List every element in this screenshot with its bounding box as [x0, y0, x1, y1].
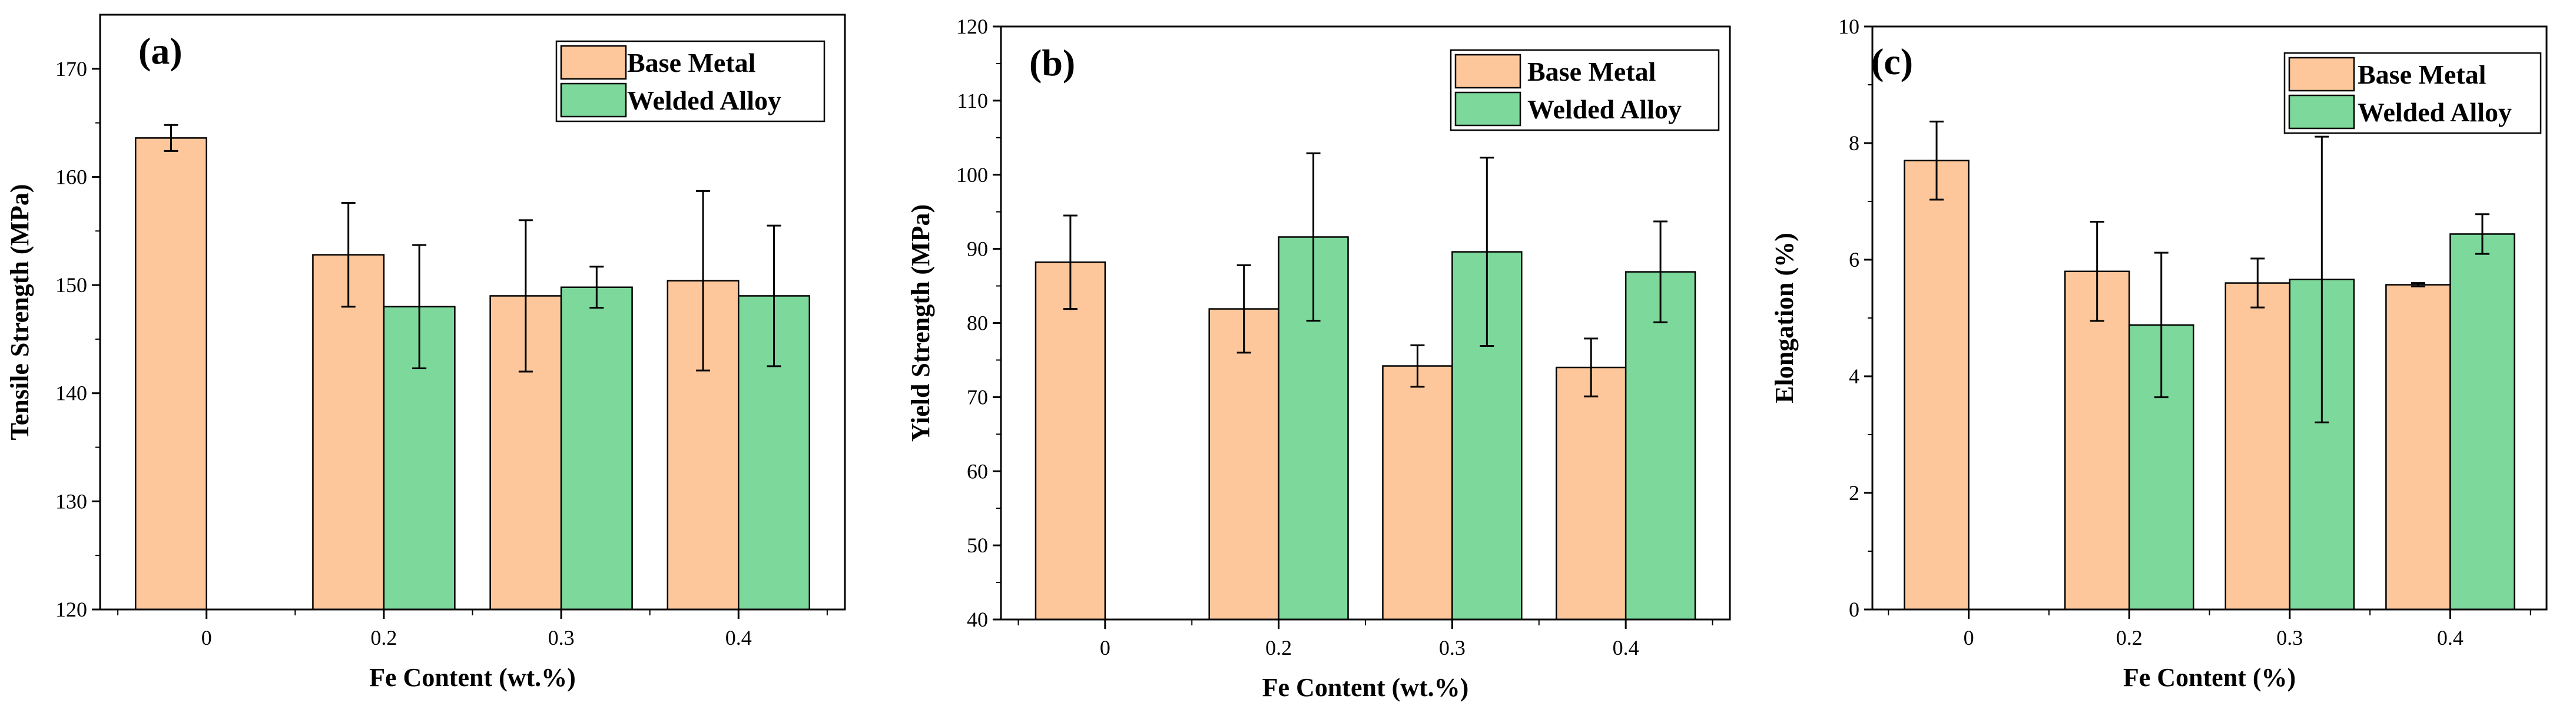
x-tick-label: 0.3	[548, 626, 575, 650]
y-tick-label: 110	[957, 89, 988, 112]
error-bar-welded-alloy-0.4	[767, 224, 781, 367]
bar-base-metal-0.2	[1208, 308, 1279, 621]
panel-label: (c)	[1871, 41, 1913, 82]
error-bar-welded-alloy-0.3	[1480, 157, 1494, 347]
x-tick-label: 0.4	[725, 626, 752, 650]
legend-label-base-metal: Base Metal	[627, 48, 755, 78]
error-bar-welded-alloy-0.4	[1653, 220, 1668, 323]
bar-base-metal-0.4	[1555, 366, 1627, 621]
bar-welded-alloy-0.4	[2449, 233, 2515, 611]
y-tick-label: 120	[956, 15, 988, 38]
x-tick-label: 0.4	[1613, 636, 1639, 660]
panel-label: (b)	[1029, 42, 1075, 84]
panel-label: (a)	[138, 30, 183, 72]
error-bar-welded-alloy-0.2	[1306, 152, 1321, 322]
x-tick-label: 0	[1964, 626, 1974, 650]
legend-swatch-welded-alloy	[2288, 94, 2355, 130]
error-bar-base-metal-0	[1929, 120, 1944, 201]
y-tick-label: 130	[55, 489, 87, 513]
error-bar-welded-alloy-0.2	[412, 244, 427, 369]
bar-base-metal-0.2	[312, 254, 385, 611]
legend: Base Metal Welded Alloy	[1450, 49, 1720, 131]
x-tick-label: 0.2	[2116, 626, 2143, 650]
x-tick-label: 0.3	[2276, 626, 2303, 650]
legend-swatch-base-metal	[2288, 57, 2355, 92]
x-tick-label: 0.2	[370, 626, 397, 650]
error-bar-base-metal-0.4	[2411, 282, 2425, 288]
y-tick-label: 150	[55, 273, 87, 297]
x-tick-label: 0.2	[1265, 636, 1292, 660]
y-tick-label: 60	[967, 459, 988, 483]
legend-label-base-metal: Base Metal	[1527, 57, 1656, 87]
error-bar-welded-alloy-0.4	[2475, 213, 2489, 255]
bar-base-metal-0.3	[1382, 365, 1453, 621]
x-axis-title: Fe Content (wt.%)	[1262, 673, 1469, 702]
y-tick-label: 4	[1849, 365, 1859, 388]
legend-label-base-metal: Base Metal	[2358, 59, 2486, 90]
bar-base-metal-0	[1035, 261, 1106, 621]
y-tick-label: 8	[1849, 131, 1859, 155]
bar-base-metal-0	[134, 137, 207, 611]
bar-welded-alloy-0.3	[560, 286, 633, 611]
y-tick-label: 40	[967, 608, 988, 631]
y-tick-label: 10	[1838, 15, 1859, 38]
y-tick-label: 140	[55, 382, 87, 405]
bar-base-metal-0.4	[2385, 284, 2451, 611]
error-bar-base-metal-0.4	[696, 190, 711, 372]
y-tick-label: 80	[967, 312, 988, 335]
legend-label-welded-alloy: Welded Alloy	[627, 85, 781, 115]
legend-swatch-welded-alloy	[1454, 91, 1521, 127]
error-bar-welded-alloy-0.3	[2315, 135, 2329, 423]
bar-welded-alloy-0.4	[1624, 271, 1696, 621]
x-tick-label: 0	[1100, 636, 1110, 660]
x-axis-title: Fe Content (wt.%)	[369, 663, 576, 692]
bar-base-metal-0.3	[2224, 282, 2291, 611]
chart-panel-3: 0 2 4 6 8 10 0 0.2 0.3 0.4 Fe Content (%) Elongatio…	[1770, 15, 2548, 692]
error-bar-base-metal-0	[1063, 214, 1078, 310]
legend-swatch-base-metal	[1454, 54, 1521, 89]
error-bar-base-metal-0.3	[2250, 257, 2265, 309]
y-tick-label: 0	[1849, 598, 1859, 621]
y-tick-label: 170	[55, 57, 87, 81]
error-bar-base-metal-0.4	[1584, 337, 1599, 397]
x-tick-label: 0.4	[2437, 626, 2464, 650]
y-axis-title: Elongation (%)	[1770, 233, 1799, 403]
error-bar-welded-alloy-0.2	[2154, 251, 2169, 399]
chart-panel-2: 40 50 60 70 80 90 100 110 120 0 0.2 0.3 0.4 Fe Conten…	[906, 15, 1731, 702]
bar-base-metal-0.2	[2064, 270, 2130, 611]
error-bar-base-metal-0.3	[1410, 344, 1425, 388]
error-bar-base-metal-0.2	[2090, 221, 2104, 322]
error-bar-base-metal-0.2	[341, 202, 356, 308]
error-bar-base-metal-0	[164, 124, 178, 152]
y-tick-label: 90	[967, 237, 988, 261]
legend-swatch-welded-alloy	[560, 82, 627, 118]
y-tick-label: 50	[967, 534, 988, 557]
error-bar-base-metal-0.3	[518, 219, 533, 373]
bar-base-metal-0	[1904, 160, 1970, 611]
legend: Base Metal Welded Alloy	[555, 40, 825, 122]
chart-panel-1: 120 130 140 150 160 170 0 0.2 0.3 0.4 Fe Content (…	[5, 14, 846, 692]
legend-label-welded-alloy: Welded Alloy	[2358, 97, 2512, 127]
y-tick-label: 6	[1849, 248, 1859, 271]
y-tick-label: 160	[55, 165, 87, 188]
y-tick-label: 70	[967, 385, 988, 409]
error-bar-base-metal-0.2	[1236, 264, 1251, 354]
legend-swatch-base-metal	[560, 45, 627, 80]
error-bar-welded-alloy-0.3	[589, 266, 604, 309]
y-tick-label: 100	[956, 163, 988, 187]
x-tick-label: 0	[201, 626, 212, 650]
y-axis-title: Yield Strength (MPa)	[906, 204, 935, 442]
x-axis-title: Fe Content (%)	[2123, 663, 2296, 692]
legend: Base Metal Welded Alloy	[2283, 52, 2542, 134]
y-tick-label: 120	[55, 598, 87, 621]
y-axis-title: Tensile Strength (MPa)	[5, 184, 34, 440]
y-tick-label: 2	[1849, 481, 1859, 505]
x-tick-label: 0.3	[1439, 636, 1466, 660]
legend-label-welded-alloy: Welded Alloy	[1527, 94, 1682, 124]
